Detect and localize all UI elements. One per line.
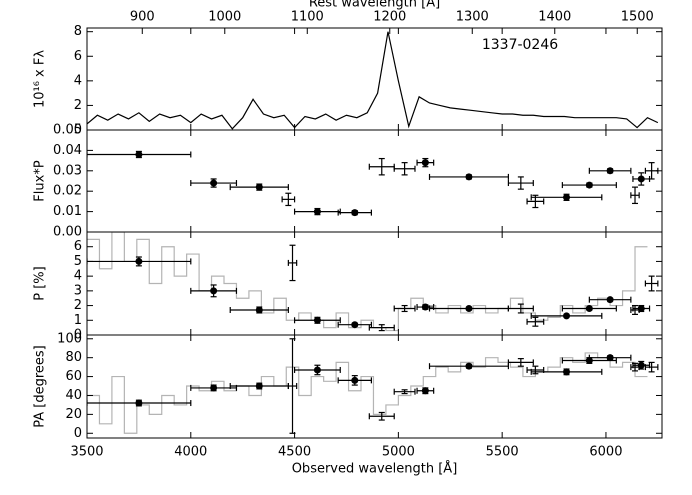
y-tick-label: 8 (74, 24, 82, 39)
point (255, 382, 263, 390)
x-tick-label: 5500 (486, 445, 519, 460)
frame (86, 334, 663, 439)
y-tick-label: 0.04 (53, 143, 82, 158)
point (421, 387, 429, 395)
point (351, 321, 359, 329)
x2-tick-label: 1000 (208, 10, 241, 25)
x2-tick-label: 900 (130, 10, 155, 25)
y-axis-label: Flux*P (33, 160, 48, 202)
point (313, 366, 321, 374)
y-tick-label: 3 (74, 283, 82, 298)
point (210, 384, 218, 392)
point (135, 257, 143, 265)
x-tick-label: 6000 (589, 445, 622, 460)
y-tick-label: 6 (74, 49, 82, 64)
y-tick-label: 6 (74, 239, 82, 254)
point (313, 316, 321, 324)
frame (86, 27, 663, 131)
y-tick-label: 5 (74, 254, 82, 269)
point (563, 193, 571, 201)
panel (87, 150, 659, 217)
x2-axis-label: Rest wavelength [Å] (309, 0, 440, 11)
panel (87, 31, 659, 130)
y-tick-label: 0 (74, 328, 82, 343)
y-tick-label: 4 (74, 269, 82, 284)
point (421, 303, 429, 311)
y-tick-label: 2 (74, 98, 82, 113)
point (135, 399, 143, 407)
x2-tick-label: 1200 (373, 10, 406, 25)
y-axis-label: 10¹⁶ x Fλ (33, 50, 48, 108)
point (465, 305, 473, 313)
frame (86, 129, 663, 233)
step-line (87, 232, 648, 332)
y-tick-label: 2 (74, 298, 82, 313)
point (421, 159, 429, 167)
x2-tick-label: 1500 (621, 10, 654, 25)
annotation: 1337-0246 (482, 37, 558, 53)
point (135, 150, 143, 158)
y-tick-label: 0.02 (53, 184, 82, 199)
point (606, 354, 614, 362)
y-tick-label: 0.05 (53, 123, 82, 138)
x-tick-label: 3500 (70, 445, 103, 460)
point (255, 183, 263, 191)
x-axis-label: Observed wavelength [Å] (292, 461, 458, 477)
panel (87, 338, 659, 434)
frame (86, 231, 663, 336)
y-tick-label: 20 (65, 407, 82, 422)
point (210, 287, 218, 295)
step-line (87, 352, 648, 434)
panel (87, 232, 659, 332)
y-axis-label: PA [degrees] (33, 345, 48, 428)
x2-tick-label: 1100 (291, 10, 324, 25)
y-tick-label: 100 (57, 331, 82, 346)
point (563, 312, 571, 320)
point (465, 173, 473, 181)
y-tick-label: 0.01 (53, 204, 82, 219)
x2-tick-label: 1300 (456, 10, 489, 25)
y-tick-label: 4 (74, 73, 82, 88)
spectrum-line (87, 31, 659, 130)
y-tick-label: 0.03 (53, 163, 82, 178)
x-tick-label: 4000 (174, 445, 207, 460)
point (351, 209, 359, 217)
x-tick-label: 4500 (278, 445, 311, 460)
y-tick-label: 0 (74, 426, 82, 441)
x2-tick-label: 1400 (538, 10, 571, 25)
y-axis-label: P [%] (33, 266, 48, 300)
y-tick-label: 1 (74, 313, 82, 328)
point (351, 376, 359, 384)
point (606, 167, 614, 175)
point (255, 306, 263, 314)
point (465, 362, 473, 370)
point (313, 208, 321, 216)
y-tick-label: 80 (65, 350, 82, 365)
point (563, 368, 571, 376)
y-tick-label: 40 (65, 388, 82, 403)
point (637, 175, 645, 183)
y-tick-label: 0 (74, 123, 82, 138)
point (585, 305, 593, 313)
x-tick-label: 5000 (382, 445, 415, 460)
point (606, 296, 614, 304)
y-tick-label: 0.00 (53, 225, 82, 240)
y-tick-label: 60 (65, 369, 82, 384)
point (210, 179, 218, 187)
point (585, 181, 593, 189)
